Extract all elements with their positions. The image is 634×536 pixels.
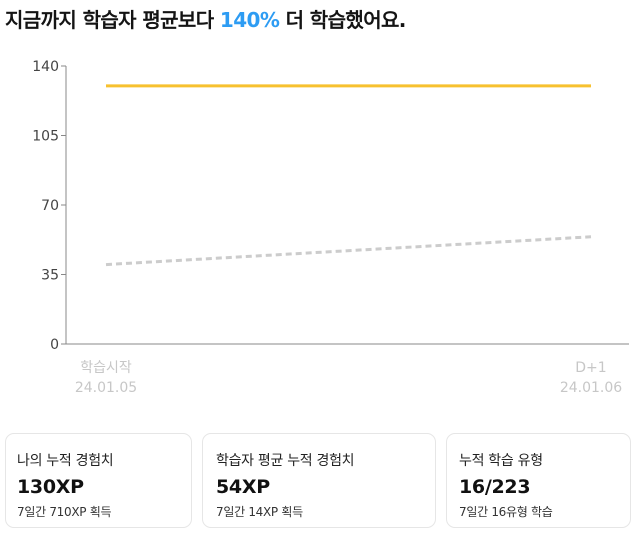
avg-xp-card: 학습자 평균 누적 경험치 54XP 7일간 14XP 획득 xyxy=(202,433,436,528)
y-tick-label: 35 xyxy=(41,268,59,284)
avg-xp-title: 학습자 평균 누적 경험치 xyxy=(216,453,355,469)
y-tick-label: 140 xyxy=(32,59,59,75)
headline-prefix: 지금까지 학습자 평균보다 xyxy=(5,8,220,32)
series-line-average xyxy=(105,235,592,267)
my-xp-value: 130XP xyxy=(17,476,84,498)
learned-types-sub: 7일간 16유형 학습 xyxy=(459,505,553,519)
my-xp-sub: 7일간 710XP 획득 xyxy=(17,505,112,519)
learned-types-title: 누적 학습 유형 xyxy=(459,453,543,469)
learned-types-value: 16/223 xyxy=(459,476,531,498)
line-chart: 0 35 70 105 140 학습시작 24.01.05 D+1 24.01.06 xyxy=(32,59,629,396)
x-tick-date: 24.01.06 xyxy=(560,380,622,396)
learned-types-card: 누적 학습 유형 16/223 7일간 16유형 학습 xyxy=(446,433,631,528)
headline-highlight: 140% xyxy=(219,8,280,32)
x-tick-date: 24.01.05 xyxy=(75,380,137,396)
x-tick-label: D+1 xyxy=(575,360,606,376)
y-tick-label: 105 xyxy=(32,129,59,145)
my-xp-title: 나의 누적 경험치 xyxy=(17,453,114,469)
avg-xp-value: 54XP xyxy=(216,476,270,498)
headline: 지금까지 학습자 평균보다 140% 더 학습했어요. xyxy=(5,4,406,33)
y-tick-label: 70 xyxy=(41,198,59,214)
y-tick-label: 0 xyxy=(50,337,59,353)
avg-xp-sub: 7일간 14XP 획득 xyxy=(216,505,303,519)
my-xp-card: 나의 누적 경험치 130XP 7일간 710XP 획득 xyxy=(5,433,192,528)
x-tick-label: 학습시작 xyxy=(80,360,132,376)
headline-suffix: 더 학습했어요. xyxy=(279,8,407,32)
